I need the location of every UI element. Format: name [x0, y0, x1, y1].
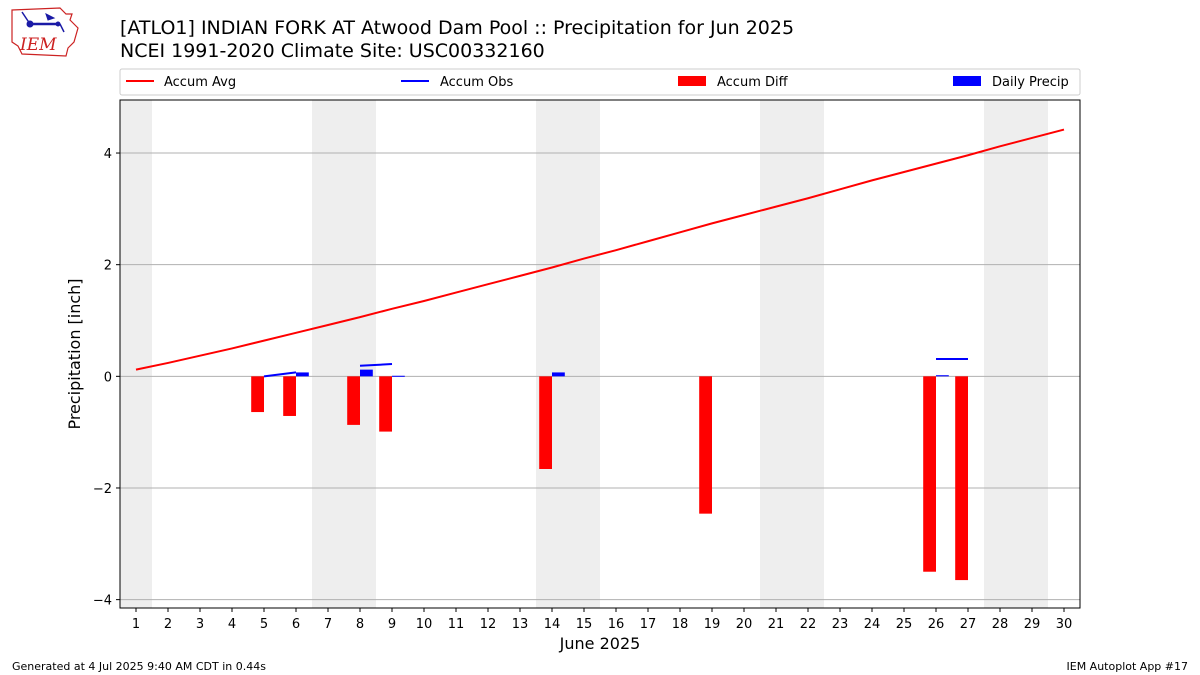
x-tick-label-21: 21: [768, 617, 785, 632]
x-tick-label-19: 19: [704, 617, 721, 632]
y-tick-label-1: −2: [93, 482, 112, 497]
x-tick-label-2: 2: [164, 617, 172, 632]
logo-text: IEM: [19, 35, 57, 55]
lines-layer: [135, 128, 1065, 378]
x-tick-label-22: 22: [800, 617, 817, 632]
y-tick-label-4: 4: [104, 147, 112, 162]
weekend-band-4: [984, 100, 1048, 608]
x-axis: 1 2 3 4 5 6 7 8 9 10 11 12 13 14 15 16 17 18 19 20 21 22 23 24 2…: [132, 608, 1072, 632]
accum-obs-segment-1: [359, 363, 393, 367]
accum-diff-bar-27: [955, 376, 968, 581]
x-tick-label-17: 17: [640, 617, 657, 632]
x-tick-label-26: 26: [928, 617, 945, 632]
accum-diff-bar-26: [923, 376, 936, 572]
y-tick-label-2: 0: [104, 370, 112, 385]
x-tick-label-14: 14: [544, 617, 561, 632]
x-tick-label-20: 20: [736, 617, 753, 632]
plot-frame: [119, 99, 1081, 609]
legend: Accum Avg Accum Obs Accum Diff Daily Pre…: [119, 68, 1081, 96]
x-tick-label-8: 8: [356, 617, 364, 632]
legend-label-accum-diff: Accum Diff: [717, 75, 789, 90]
weekend-band-0: [120, 100, 152, 608]
legend-label-accum-obs: Accum Obs: [440, 75, 513, 90]
x-tick-label-15: 15: [576, 617, 593, 632]
x-tick-label-4: 4: [228, 617, 236, 632]
x-tick-label-3: 3: [196, 617, 204, 632]
weekend-band-3: [760, 100, 824, 608]
accum-diff-bar-5: [251, 376, 264, 413]
legend-label-accum-avg: Accum Avg: [164, 75, 236, 90]
x-tick-label-28: 28: [992, 617, 1009, 632]
y-axis: −4 −2 0 2 4: [93, 147, 120, 609]
accum-obs-segment-0: [263, 371, 297, 378]
x-tick-label-29: 29: [1024, 617, 1041, 632]
legend-entry-accum-obs: Accum Obs: [401, 75, 513, 90]
x-tick-label-30: 30: [1056, 617, 1073, 632]
iem-logo: IEM: [11, 7, 79, 57]
x-tick-label-12: 12: [480, 617, 497, 632]
chart-title-line2: NCEI 1991-2020 Climate Site: USC00332160: [120, 40, 545, 62]
y-axis-label: Precipitation [inch]: [65, 278, 84, 429]
accum-diff-bar-8: [347, 376, 360, 425]
x-tick-label-25: 25: [896, 617, 913, 632]
weekend-shading-layer: [120, 100, 1048, 608]
legend-label-daily-precip: Daily Precip: [992, 75, 1069, 90]
accum-diff-bar-9: [379, 376, 392, 432]
accum-diff-bar-19: [699, 376, 712, 514]
daily-precip-bar-6: [296, 372, 309, 377]
legend-entry-accum-avg: Accum Avg: [126, 75, 236, 90]
legend-frame: [119, 68, 1081, 96]
footer-generated-text: Generated at 4 Jul 2025 9:40 AM CDT in 0…: [12, 660, 266, 673]
y-tick-label-0: −4: [93, 594, 112, 609]
state-outline-shape: [11, 7, 79, 57]
weekend-band-2: [536, 100, 600, 608]
y-tick-label-3: 2: [104, 259, 112, 274]
x-tick-label-13: 13: [512, 617, 529, 632]
x-tick-label-1: 1: [132, 617, 140, 632]
x-axis-label: June 2025: [559, 634, 641, 653]
legend-entry-accum-diff: Accum Diff: [678, 75, 789, 90]
x-tick-label-7: 7: [324, 617, 332, 632]
legend-swatch-daily-precip: [953, 76, 981, 86]
accum-diff-bar-6: [283, 376, 296, 416]
legend-swatch-accum-diff: [678, 76, 706, 86]
x-tick-label-27: 27: [960, 617, 977, 632]
x-tick-label-9: 9: [388, 617, 396, 632]
x-tick-label-6: 6: [292, 617, 300, 632]
legend-entry-daily-precip: Daily Precip: [953, 75, 1069, 90]
accum-avg-line: [135, 128, 1065, 371]
x-tick-label-23: 23: [832, 617, 849, 632]
x-tick-label-24: 24: [864, 617, 881, 632]
gridline-layer: [120, 152, 1080, 601]
x-tick-label-18: 18: [672, 617, 689, 632]
bars-layer: [251, 369, 968, 581]
daily-precip-bar-26: [936, 375, 949, 377]
daily-precip-bar-14: [552, 372, 565, 377]
daily-precip-bar-9: [392, 375, 405, 377]
weather-instrument-icon: [21, 11, 65, 33]
x-tick-label-16: 16: [608, 617, 625, 632]
x-tick-label-10: 10: [416, 617, 433, 632]
daily-precip-bar-8: [360, 369, 373, 377]
x-tick-label-11: 11: [448, 617, 465, 632]
x-tick-label-5: 5: [260, 617, 268, 632]
footer-app-text: IEM Autoplot App #17: [1066, 660, 1189, 673]
weekend-band-1: [312, 100, 376, 608]
accum-diff-bar-14: [539, 376, 552, 469]
chart-title-line1: [ATLO1] INDIAN FORK AT Atwood Dam Pool :…: [120, 17, 795, 39]
